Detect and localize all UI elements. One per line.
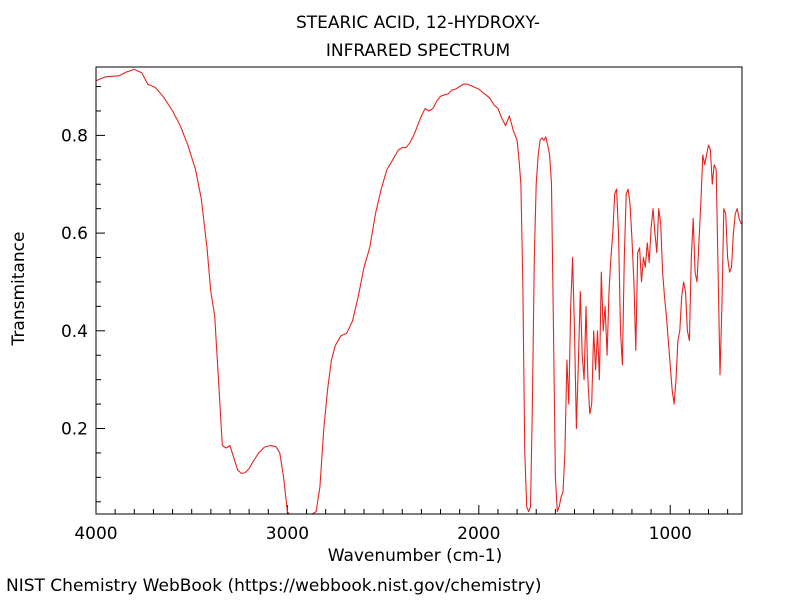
- x-tick-label: 1000: [649, 524, 692, 544]
- chart-title-line1: STEARIC ACID, 12-HYDROXY-: [296, 13, 540, 33]
- y-tick-label: 0.2: [61, 420, 88, 440]
- y-tick-label: 0.8: [61, 126, 88, 146]
- source-credit: NIST Chemistry WebBook (https://webbook.…: [6, 576, 542, 596]
- x-tick-label: 4000: [74, 524, 117, 544]
- y-tick-label: 0.6: [61, 224, 88, 244]
- spectrum-line: [95, 68, 743, 515]
- plot-frame: [95, 66, 743, 515]
- x-tick-labels: 4000 3000 2000 1000: [74, 524, 691, 544]
- y-tick-labels: 0.2 0.4 0.6 0.8: [61, 126, 88, 439]
- chart-title-line2: INFRARED SPECTRUM: [326, 41, 510, 61]
- x-tick-label: 2000: [457, 524, 500, 544]
- axis-ticks: [95, 86, 729, 514]
- y-tick-label: 0.4: [61, 322, 88, 342]
- x-tick-label: 3000: [266, 524, 309, 544]
- y-axis-label: Transmitance: [9, 232, 29, 347]
- x-axis-label: Wavenumber (cm-1): [328, 546, 503, 566]
